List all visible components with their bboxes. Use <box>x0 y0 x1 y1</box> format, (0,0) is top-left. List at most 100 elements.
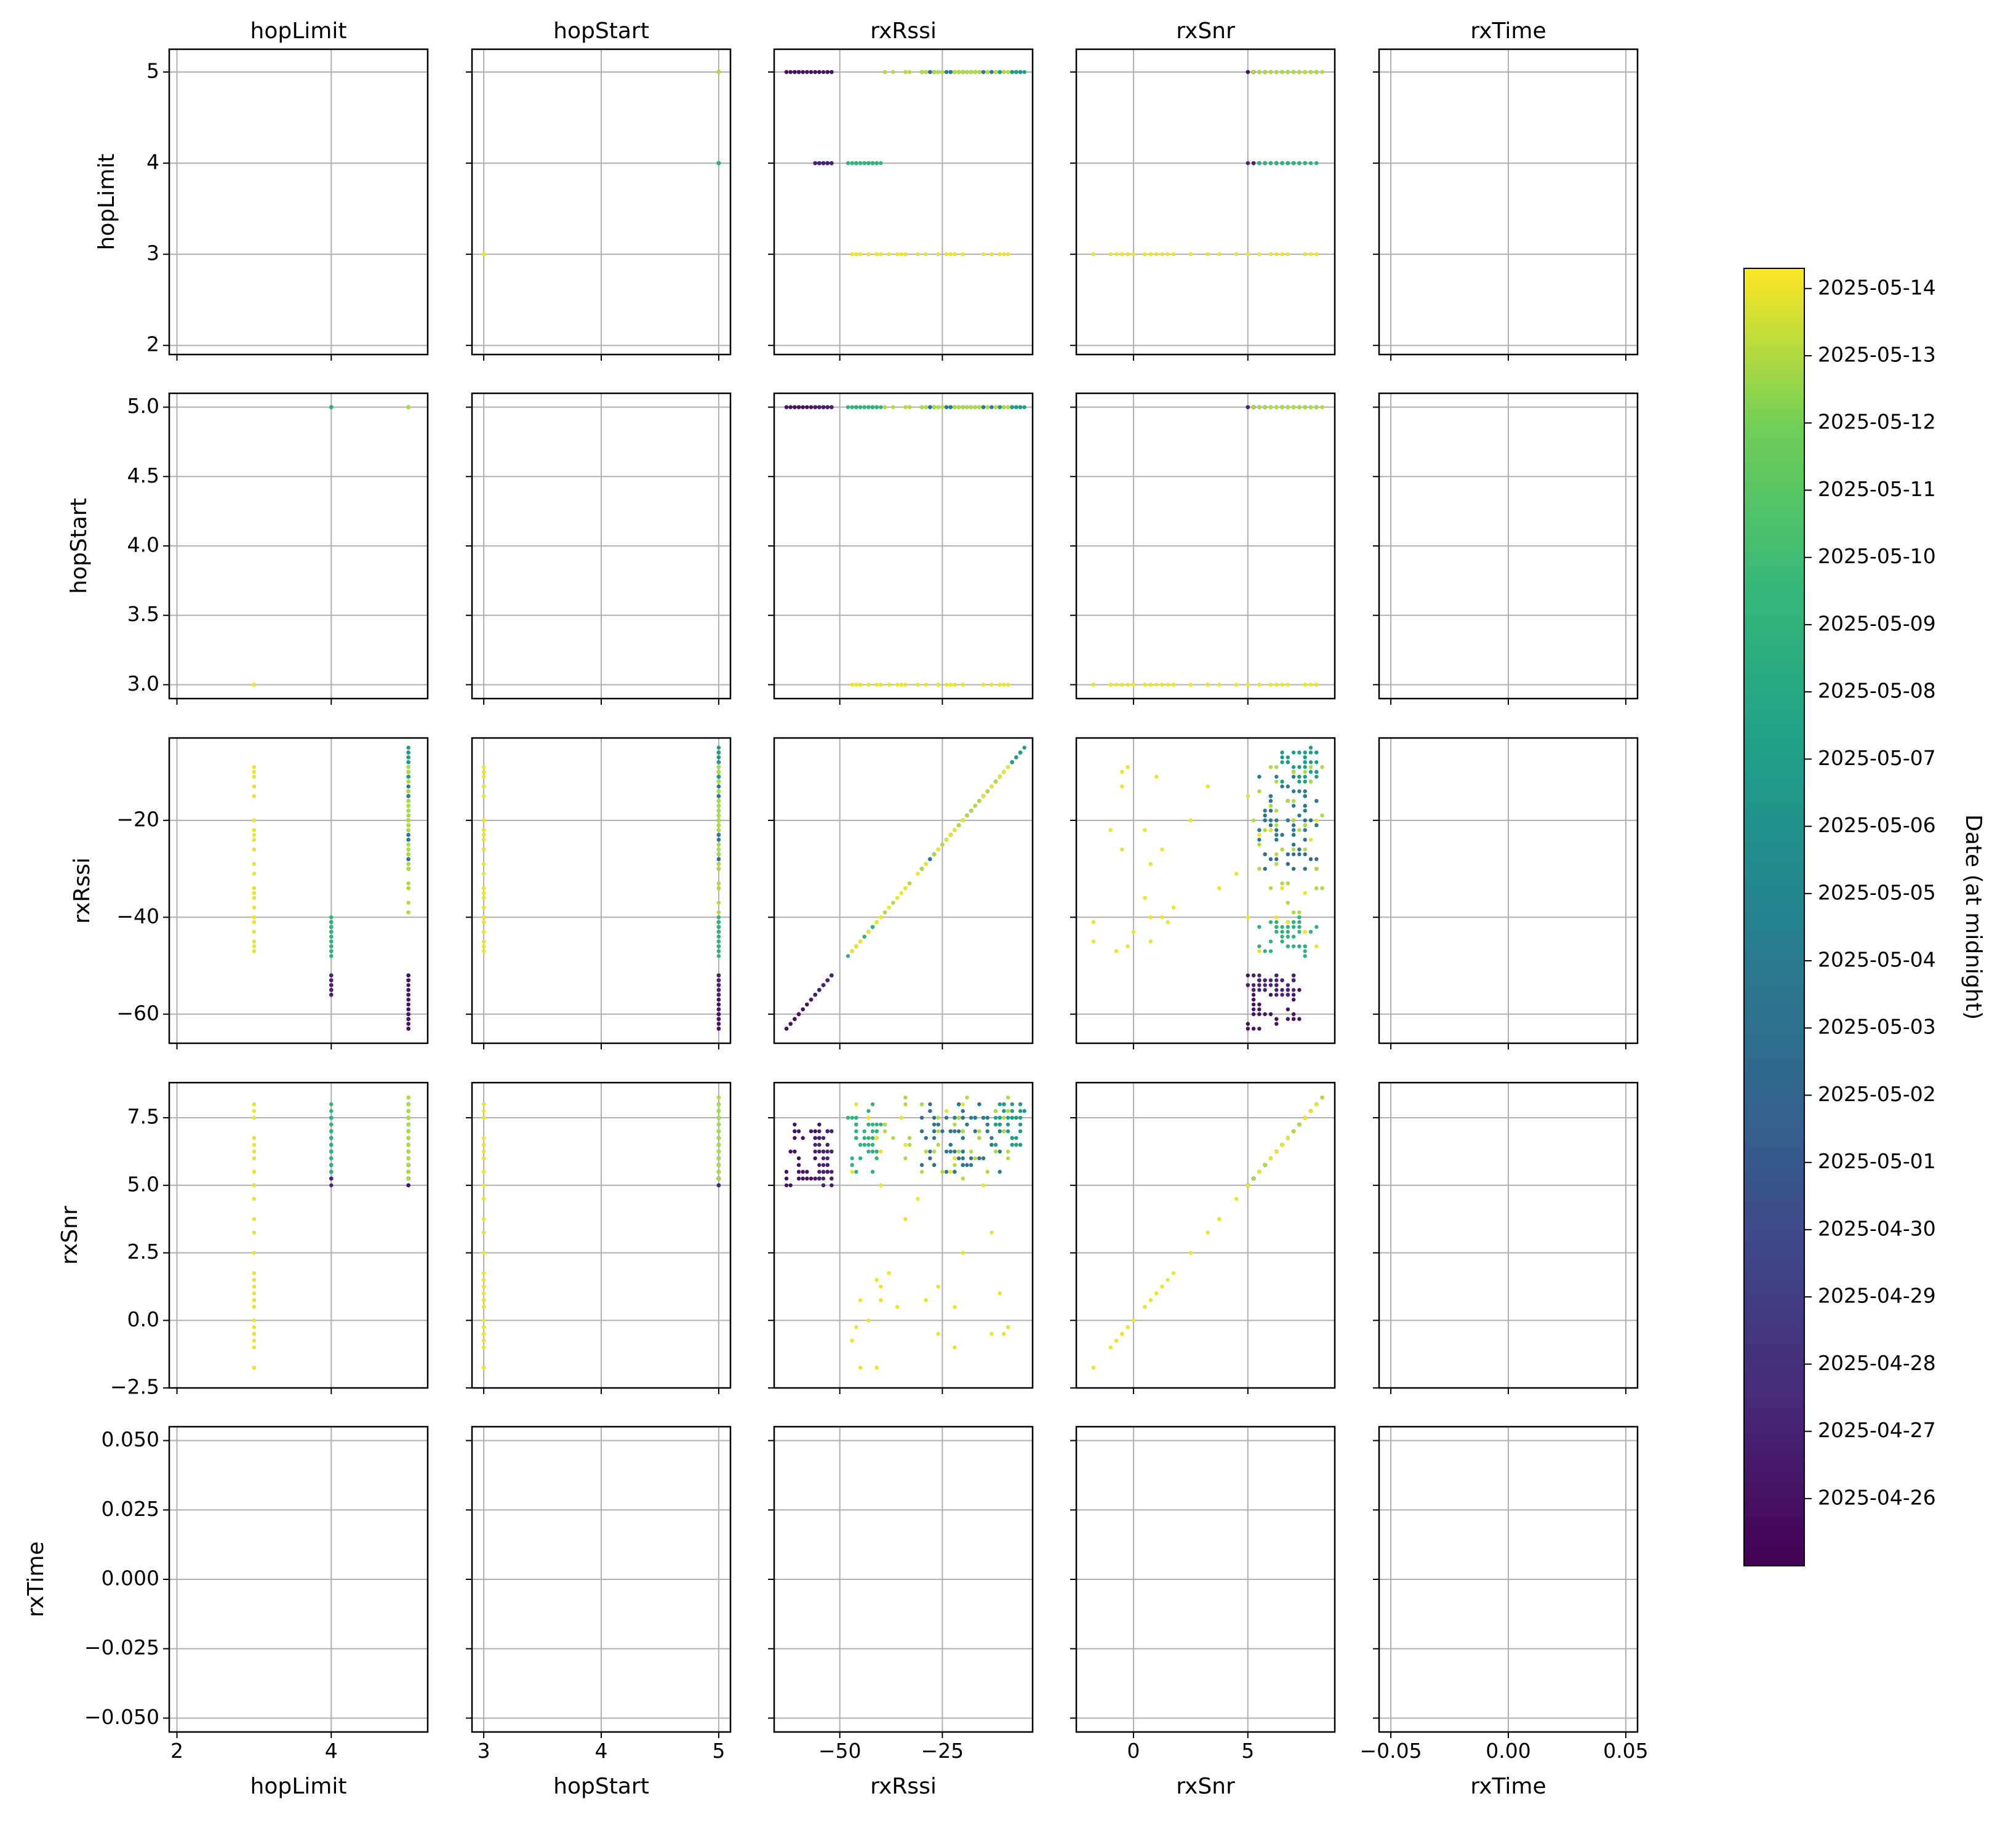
scatter-point <box>940 1129 945 1134</box>
scatter-point <box>1268 949 1273 953</box>
y-tick-label: 0.000 <box>102 1566 159 1590</box>
scatter-point <box>1257 983 1262 987</box>
x-axis-label: rxTime <box>1470 1774 1546 1799</box>
scatter-point <box>1268 794 1273 798</box>
y-tick-label: 2 <box>146 332 159 356</box>
scatter-point <box>1286 252 1290 257</box>
scatter-point <box>406 750 410 755</box>
scatter-point <box>1143 828 1147 832</box>
y-tick-label: 3 <box>146 241 159 265</box>
scatter-point <box>716 949 721 953</box>
scatter-point <box>1274 818 1279 823</box>
scatter-point <box>1291 997 1296 1002</box>
scatter-point <box>817 1129 822 1134</box>
scatter-point <box>784 1169 789 1174</box>
scatter-point <box>985 1122 990 1127</box>
scatter-point <box>1006 252 1010 257</box>
scatter-point <box>805 70 809 74</box>
scatter-point <box>879 1149 883 1154</box>
scatter-point <box>793 70 797 74</box>
scatter-point <box>406 789 410 793</box>
scatter-point <box>1010 1102 1014 1107</box>
scatter-point <box>406 997 410 1002</box>
scatter-point <box>1286 929 1290 934</box>
scatter-point <box>993 70 998 74</box>
scatter-point <box>1291 1017 1296 1021</box>
scatter-point <box>821 405 826 409</box>
scatter-point <box>1297 828 1302 832</box>
scatter-point <box>953 1156 957 1161</box>
scatter-point <box>481 1332 486 1336</box>
scatter-point <box>252 833 257 837</box>
scatter-point <box>1280 929 1284 934</box>
scatter-point <box>252 1291 257 1296</box>
scatter-point <box>481 769 486 774</box>
scatter-point <box>716 881 721 886</box>
scatter-point <box>953 1163 957 1168</box>
scatter-point <box>481 1197 486 1201</box>
scatter-point <box>1010 405 1014 409</box>
scatter-point <box>1297 750 1302 755</box>
scatter-point <box>948 1169 953 1174</box>
scatter-point <box>907 1136 912 1140</box>
scatter-point <box>1257 1169 1262 1174</box>
scatter-point <box>948 683 953 687</box>
panel-hopLimit-vs-rxTime: rxTime <box>1373 18 1639 361</box>
column-title: hopLimit <box>250 18 347 44</box>
scatter-point <box>252 1332 257 1336</box>
scatter-point <box>1308 779 1313 784</box>
scatter-point <box>973 1129 977 1134</box>
scatter-point <box>870 924 875 929</box>
scatter-point <box>252 1197 257 1201</box>
scatter-point <box>985 789 990 793</box>
scatter-point <box>1246 1022 1250 1026</box>
scatter-point <box>903 886 908 891</box>
scatter-point <box>716 784 721 788</box>
scatter-point <box>854 1136 858 1140</box>
scatter-point <box>1286 988 1290 992</box>
scatter-point <box>716 1108 721 1113</box>
scatter-point <box>903 70 908 74</box>
scatter-point <box>1022 70 1026 74</box>
scatter-point <box>1274 993 1279 997</box>
scatter-point <box>252 1156 257 1161</box>
scatter-point <box>329 924 334 929</box>
scatter-point <box>961 1176 965 1181</box>
scatter-point <box>1251 70 1256 74</box>
scatter-point <box>919 1163 924 1168</box>
scatter-point <box>1246 794 1250 798</box>
scatter-point <box>936 1122 940 1127</box>
scatter-point <box>1002 1115 1006 1120</box>
scatter-point <box>1091 683 1096 687</box>
scatter-point <box>406 405 410 409</box>
scatter-point <box>406 1012 410 1016</box>
scatter-point <box>862 1136 866 1140</box>
scatter-point <box>1268 818 1273 823</box>
scatter-point <box>825 405 830 409</box>
scatter-point <box>406 823 410 827</box>
scatter-point <box>1257 973 1262 977</box>
scatter-point <box>481 1345 486 1350</box>
scatter-point <box>948 1149 953 1154</box>
scatter-point <box>1303 852 1307 857</box>
scatter-point <box>882 910 887 915</box>
scatter-point <box>1263 978 1267 982</box>
scatter-point <box>716 799 721 803</box>
colorbar-tick-label: 2025-05-10 <box>1818 544 1936 568</box>
scatter-point <box>1257 789 1262 793</box>
scatter-point <box>1320 765 1324 769</box>
scatter-point <box>716 997 721 1002</box>
panel-frame <box>168 1081 429 1389</box>
scatter-point <box>990 784 994 788</box>
scatter-point <box>981 405 986 409</box>
scatter-point <box>1154 774 1159 779</box>
y-tick-label: 5.0 <box>127 394 159 418</box>
scatter-point <box>850 1338 854 1343</box>
scatter-point <box>793 1136 797 1140</box>
scatter-point <box>969 1115 974 1120</box>
scatter-point <box>1303 823 1307 827</box>
scatter-point <box>406 799 410 803</box>
scatter-point <box>1297 1017 1302 1021</box>
scatter-point <box>887 1271 891 1275</box>
scatter-point <box>1286 900 1290 905</box>
